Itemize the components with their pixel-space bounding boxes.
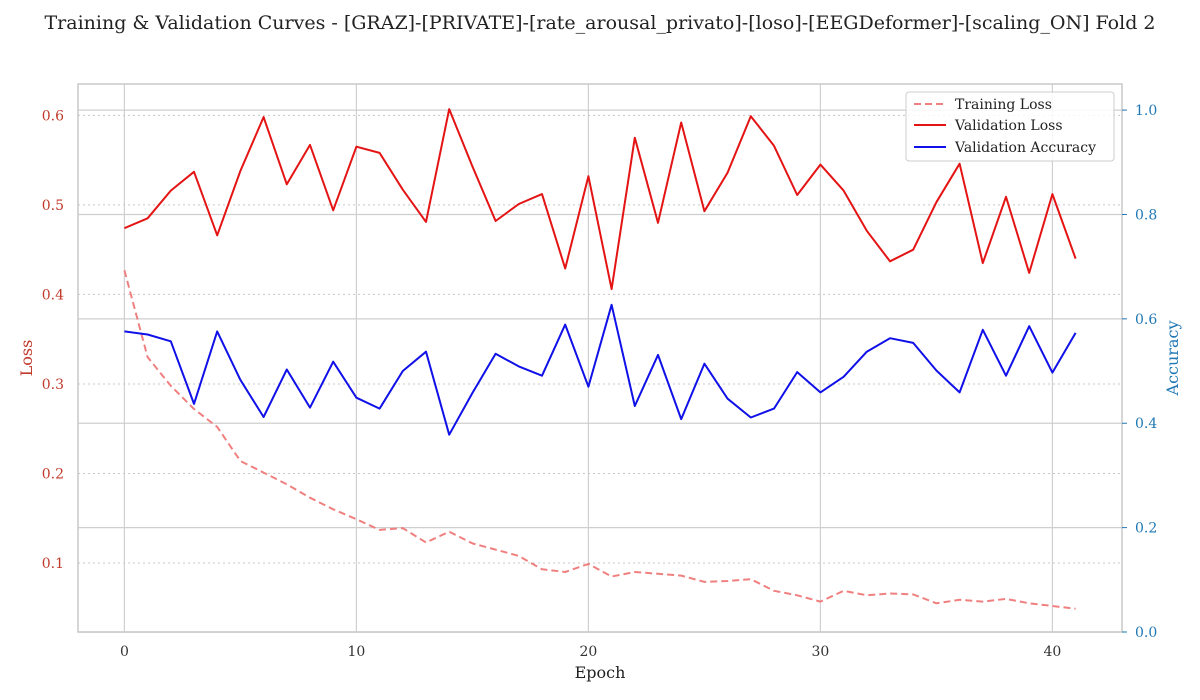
legend-label-validation-accuracy: Validation Accuracy: [954, 140, 1096, 156]
y-left-tick-label: 0.2: [42, 467, 64, 483]
y-left-tick-label: 0.4: [42, 287, 64, 303]
series-line-validation-loss: [124, 108, 1077, 291]
x-tick-label: 40: [1043, 644, 1061, 660]
y-left-tick-label: 0.6: [42, 108, 64, 124]
tick-labels: 0 10 20 30 40 0.1 0.2 0.3 0.4 0.5 0.6 0.0 0.2 0.4 0.6 0…: [42, 103, 1158, 660]
y-left-tick-label: 0.1: [42, 556, 64, 572]
series-line-validation-accuracy: [124, 303, 1077, 436]
legend-label-training-loss: Training Loss: [955, 97, 1052, 113]
y-right-tick-label: 0.0: [1135, 625, 1157, 641]
legend-box: [905, 91, 1115, 162]
y-right-tick-label: 1.0: [1135, 103, 1157, 119]
y-right-tick-label: 0.2: [1135, 521, 1157, 537]
legend: Training Loss Validation Loss Validation…: [905, 91, 1115, 162]
grid: [78, 84, 1122, 633]
y-left-tick-label: 0.5: [42, 198, 64, 214]
y-axis-label-left: Loss: [17, 340, 36, 377]
chart-title: Training & Validation Curves - [GRAZ]-[P…: [45, 12, 1156, 34]
x-axis-label: Epoch: [575, 663, 626, 682]
x-tick-label: 0: [120, 644, 129, 660]
y-axis-label-right: Accuracy: [1163, 321, 1182, 397]
x-tick-label: 30: [811, 644, 829, 660]
y-right-tick-label: 0.4: [1135, 416, 1157, 432]
x-tick-label: 10: [347, 644, 365, 660]
legend-label-validation-loss: Validation Loss: [954, 118, 1063, 134]
axes-frame: [77, 83, 1123, 633]
y-left-tick-label: 0.3: [42, 377, 64, 393]
plot-area: [78, 84, 1122, 632]
y-right-tick-label: 0.8: [1135, 207, 1157, 223]
plot-border: [77, 83, 1123, 633]
y-right-tick-label: 0.6: [1135, 312, 1157, 328]
series-line-training-loss: [123, 269, 1076, 610]
plot-lines: [123, 108, 1077, 610]
x-tick-label: 20: [579, 644, 597, 660]
